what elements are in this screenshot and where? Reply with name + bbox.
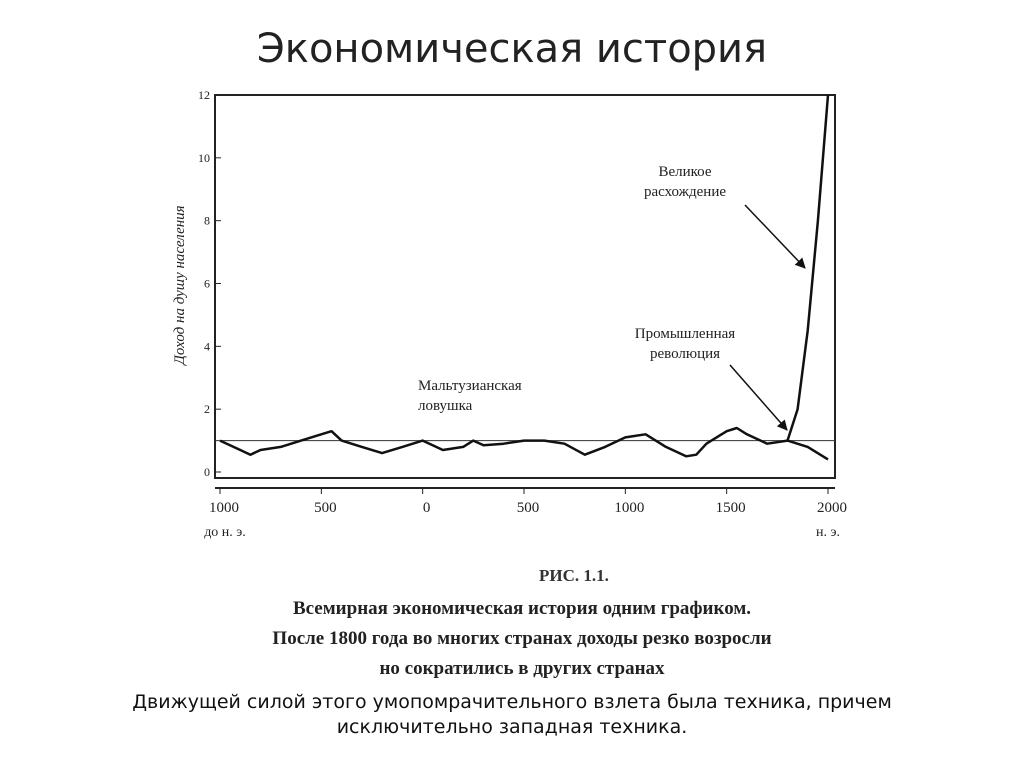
caption-line: но сократились в других странах — [379, 658, 665, 679]
annotation: расхождение — [644, 184, 726, 200]
x-tick-label: 1000 — [614, 500, 644, 516]
x-era-label: н. э. — [816, 525, 840, 540]
annotation: ловушка — [418, 398, 473, 414]
y-tick-label: 10 — [198, 151, 210, 165]
y-tick-label: 8 — [204, 214, 210, 228]
x-tick-label: 1000 — [209, 500, 239, 516]
x-tick-label: 500 — [314, 500, 337, 516]
x-tick-label: 0 — [423, 500, 431, 516]
plot-frame — [214, 94, 836, 479]
data-line — [787, 439, 829, 461]
arrow — [729, 364, 788, 431]
y-tick-label: 2 — [204, 402, 210, 416]
x-era-label: до н. э. — [204, 525, 246, 540]
y-tick-label: 6 — [204, 277, 210, 291]
y-axis-label: Доход на душу населения — [172, 205, 188, 366]
arrow — [744, 204, 806, 269]
annotation: революция — [650, 346, 720, 362]
caption-line: РИС. 1.1. — [539, 566, 609, 585]
x-tick-label: 500 — [517, 500, 540, 516]
annotation: Мальтузианская — [418, 378, 522, 394]
x-tick-label: 1500 — [716, 500, 746, 516]
x-tick-label: 2000 — [817, 500, 847, 516]
body-line: исключительно западная техника. — [337, 716, 688, 738]
body-line: Движущей силой этого умопомрачительного … — [132, 691, 892, 713]
y-tick-label: 0 — [204, 465, 210, 479]
caption-line: Всемирная экономическая история одним гр… — [293, 598, 751, 619]
caption-line: После 1800 года во многих странах доходы… — [272, 628, 771, 649]
y-tick-label: 4 — [204, 339, 210, 353]
annotation: Великое — [658, 164, 711, 180]
data-line — [219, 94, 830, 458]
slide-title: Экономическая история — [257, 26, 767, 72]
annotation: Промышленная — [635, 326, 736, 342]
y-tick-label: 12 — [198, 88, 210, 102]
